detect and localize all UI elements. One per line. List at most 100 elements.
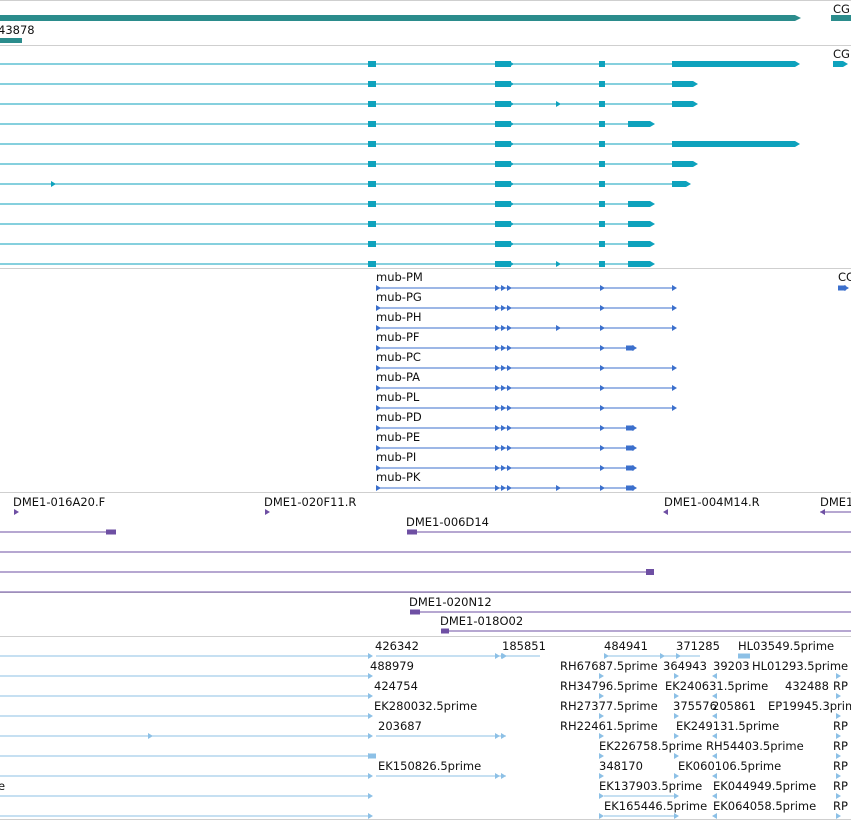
utr-block[interactable] — [628, 121, 650, 127]
exon-block[interactable] — [441, 628, 449, 634]
utr-block[interactable] — [626, 445, 634, 451]
gene-model-mub-pc[interactable]: mub-PC — [376, 350, 677, 371]
strand-arrow — [509, 61, 514, 67]
exon-block[interactable] — [838, 285, 846, 291]
exon-block[interactable] — [599, 141, 605, 147]
utr-block[interactable] — [672, 141, 795, 147]
bac-end-label: DME1-020N12 — [409, 595, 492, 609]
utr-block[interactable] — [626, 345, 634, 351]
exon-block[interactable] — [407, 529, 417, 535]
strand-arrow — [600, 485, 605, 491]
strand-arrow — [844, 285, 849, 291]
exon-block[interactable] — [410, 609, 420, 615]
gene-model-mub-pk[interactable]: mub-PK — [376, 470, 637, 491]
strand-arrow — [501, 325, 506, 331]
transcript-row[interactable] — [0, 161, 698, 167]
utr-block[interactable] — [626, 465, 634, 471]
gene-bar-right[interactable] — [831, 15, 851, 21]
utr-block[interactable] — [626, 485, 634, 491]
strand-arrow — [672, 285, 677, 291]
exon-block[interactable] — [368, 181, 376, 187]
utr-block[interactable] — [628, 241, 650, 247]
exon-block[interactable] — [833, 61, 843, 67]
gene-small-bar — [0, 38, 22, 43]
strand-arrow — [836, 793, 841, 799]
strand-arrow — [632, 425, 637, 431]
utr-block[interactable] — [672, 81, 693, 87]
exon-block[interactable] — [368, 241, 376, 247]
transcript-row[interactable] — [0, 181, 691, 187]
exon-block[interactable] — [368, 201, 376, 207]
exon-block[interactable] — [368, 81, 376, 87]
gene-model-label: mub-PK — [376, 470, 421, 484]
strand-arrow — [599, 713, 604, 719]
exon-block[interactable] — [738, 653, 750, 659]
utr-block[interactable] — [672, 181, 686, 187]
gene-bar[interactable] — [0, 15, 795, 21]
exon-block[interactable] — [368, 141, 376, 147]
transcript-row[interactable] — [0, 261, 655, 267]
exon-block[interactable] — [599, 81, 605, 87]
gene-model-label: mub-PG — [376, 290, 422, 304]
strand-arrow — [509, 121, 514, 127]
exon-block[interactable] — [368, 261, 376, 267]
exon-block[interactable] — [599, 121, 605, 127]
exon-block[interactable] — [599, 61, 605, 67]
gene-model-mub-pi[interactable]: mub-PI — [376, 450, 637, 471]
exon-block[interactable] — [368, 101, 376, 107]
strand-arrow — [495, 345, 500, 351]
transcript-row[interactable] — [0, 241, 655, 247]
transcript-row[interactable] — [0, 201, 655, 207]
gene-model-mub-pd[interactable]: mub-PD — [376, 410, 637, 431]
exon-block[interactable] — [368, 61, 376, 67]
exon-block[interactable] — [599, 101, 605, 107]
exon-block[interactable] — [599, 181, 605, 187]
utr-block[interactable] — [628, 221, 650, 227]
exon-block[interactable] — [599, 241, 605, 247]
strand-arrow — [507, 365, 512, 371]
strand-arrow — [503, 241, 508, 247]
transcript-row[interactable] — [0, 141, 800, 147]
exon-block[interactable] — [368, 121, 376, 127]
gene-model-mub-pe[interactable]: mub-PE — [376, 430, 637, 451]
gene-model-mub-pm[interactable]: mub-PM — [376, 270, 849, 291]
gene-model-mub-pg[interactable]: mub-PG — [376, 290, 677, 311]
est-label: EK064058.5prime — [713, 799, 816, 813]
gene-model-mub-pa[interactable]: mub-PA — [376, 370, 677, 391]
gene-model-mub-pf[interactable]: mub-PF — [376, 330, 637, 351]
transcript-row[interactable] — [0, 81, 698, 87]
exon-block[interactable] — [368, 753, 376, 759]
gene-model-label: mub-PD — [376, 410, 422, 424]
exon-block[interactable] — [368, 221, 376, 227]
utr-block[interactable] — [672, 161, 693, 167]
utr-block[interactable] — [628, 261, 650, 267]
strand-arrow — [686, 181, 691, 187]
strand-arrow — [509, 221, 514, 227]
exon-block[interactable] — [106, 529, 116, 535]
exon-block[interactable] — [599, 261, 605, 267]
strand-arrow — [672, 365, 677, 371]
exon-block[interactable] — [368, 161, 376, 167]
transcript-row[interactable] — [0, 61, 848, 67]
utr-block[interactable] — [628, 201, 650, 207]
strand-arrow — [693, 101, 698, 107]
exon-block[interactable] — [599, 221, 605, 227]
exon-block[interactable] — [599, 161, 605, 167]
transcript-row[interactable] — [0, 221, 655, 227]
utr-block[interactable] — [672, 61, 795, 67]
utr-block[interactable] — [626, 425, 634, 431]
gene-model-mub-ph[interactable]: mub-PH — [376, 310, 677, 331]
exon-block[interactable] — [599, 201, 605, 207]
gene-model-mub-pl[interactable]: mub-PL — [376, 390, 677, 411]
est-label: 205861 — [712, 699, 756, 713]
transcript-row[interactable] — [0, 121, 655, 127]
utr-block[interactable] — [672, 101, 693, 107]
exon-block[interactable] — [646, 569, 654, 575]
transcript-row[interactable] — [0, 101, 698, 107]
est-label: HL03549.5prime — [738, 639, 834, 653]
strand-arrow — [497, 181, 502, 187]
strand-arrow — [599, 773, 604, 779]
strand-arrow — [693, 81, 698, 87]
strand-arrow — [600, 465, 605, 471]
